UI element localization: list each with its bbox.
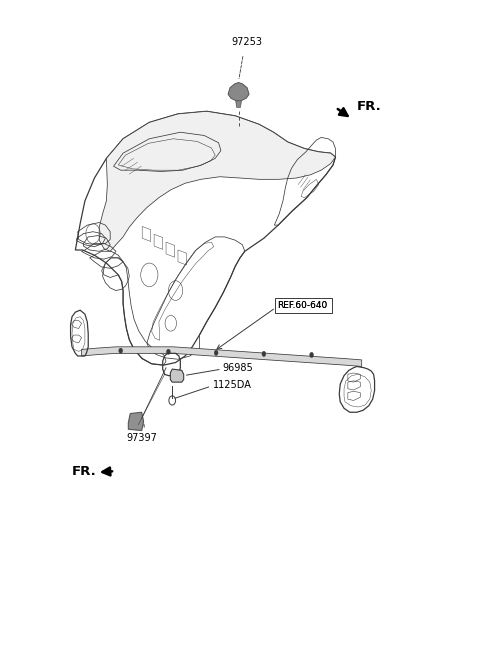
Polygon shape <box>228 83 249 101</box>
Text: 97397: 97397 <box>127 433 157 443</box>
Text: 97253: 97253 <box>232 37 263 47</box>
Text: 96985: 96985 <box>222 363 253 373</box>
Text: REF.60-640: REF.60-640 <box>277 301 327 310</box>
Text: 1125DA: 1125DA <box>213 380 252 390</box>
Text: REF.60-640: REF.60-640 <box>277 301 327 310</box>
FancyBboxPatch shape <box>275 298 332 313</box>
Circle shape <box>310 352 313 357</box>
Polygon shape <box>236 101 241 107</box>
Polygon shape <box>82 347 362 367</box>
Polygon shape <box>170 369 184 382</box>
Text: FR.: FR. <box>357 100 382 112</box>
Polygon shape <box>128 412 144 430</box>
Circle shape <box>262 351 266 357</box>
Circle shape <box>214 350 218 355</box>
Circle shape <box>119 348 122 353</box>
Polygon shape <box>99 111 336 251</box>
Circle shape <box>167 349 170 354</box>
Text: FR.: FR. <box>72 464 97 478</box>
